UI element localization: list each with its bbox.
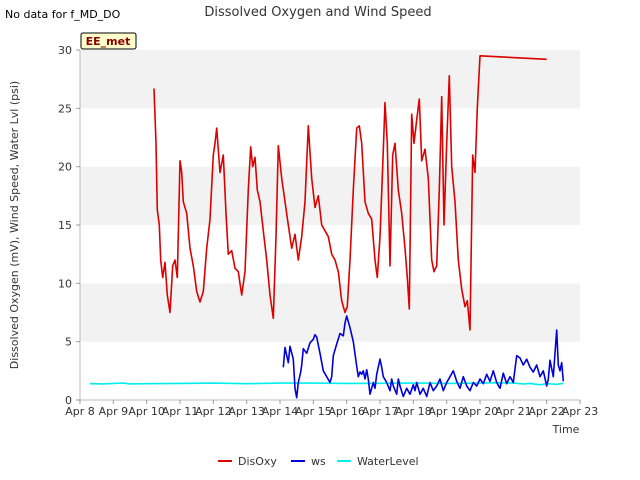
x-tick-label: Apr 11: [162, 405, 199, 418]
legend-label-waterlevel: WaterLevel: [357, 455, 419, 468]
x-tick-label: Apr 21: [495, 405, 532, 418]
x-tick-label: Apr 22: [528, 405, 565, 418]
x-tick-label: Apr 17: [362, 405, 399, 418]
grid-band: [80, 166, 580, 225]
series-line-waterlevel: [89, 381, 564, 386]
x-tick-label: Apr 10: [128, 405, 165, 418]
y-tick-label: 10: [58, 277, 72, 290]
y-axis-label: Dissolved Oxygen (mV), Wind Speed, Water…: [8, 81, 21, 369]
x-tick-label: Apr 23: [562, 405, 599, 418]
y-tick-label: 15: [58, 219, 72, 232]
legend-label-disoxy: DisOxy: [238, 455, 277, 468]
badge: EE_met: [80, 32, 137, 50]
series-line-disoxy: [153, 54, 547, 331]
x-tick-label: Apr 20: [462, 405, 499, 418]
badge-label: EE_met: [86, 35, 131, 48]
grid-band: [80, 108, 580, 167]
y-tick-label: 25: [58, 102, 72, 115]
x-tick-label: Apr 14: [262, 405, 299, 418]
legend-label-ws: ws: [311, 455, 326, 468]
y-tick-label: 20: [58, 161, 72, 174]
no-data-text: No data for f_MD_DO: [5, 8, 121, 21]
x-tick-label: Apr 9: [99, 405, 129, 418]
x-tick-label: Apr 8: [65, 405, 95, 418]
x-axis-label: Time: [552, 423, 580, 436]
grid-band: [80, 50, 580, 109]
grid-band: [80, 283, 580, 342]
x-tick-label: Apr 13: [228, 405, 265, 418]
legend: DisOxy ws WaterLevel: [218, 455, 419, 468]
x-tick-label: Apr 12: [195, 405, 232, 418]
grid-band: [80, 225, 580, 284]
y-tick-label: 5: [65, 336, 72, 349]
badge-box: [80, 32, 137, 50]
y-tick-label: 30: [58, 44, 72, 57]
x-tick-label: Apr 18: [395, 405, 432, 418]
x-tick-label: Apr 19: [428, 405, 465, 418]
y-tick-label: 0: [65, 394, 72, 407]
x-tick-label: Apr 16: [328, 405, 365, 418]
series-line-ws: [282, 315, 565, 399]
chart-title: Dissolved Oxygen and Wind Speed: [204, 5, 431, 20]
grid-band: [80, 341, 580, 400]
x-tick-label: Apr 15: [295, 405, 332, 418]
